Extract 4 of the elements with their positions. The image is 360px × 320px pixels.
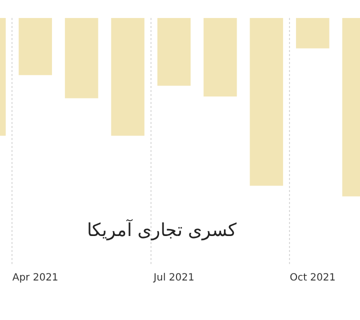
x-tick-label: Jul 2021 — [152, 272, 194, 284]
text: کسری تجاری آمریکا — [86, 218, 238, 241]
x-tick-label: Oct 2021 — [290, 272, 336, 284]
x-tick-label: Apr 2021 — [12, 272, 58, 284]
